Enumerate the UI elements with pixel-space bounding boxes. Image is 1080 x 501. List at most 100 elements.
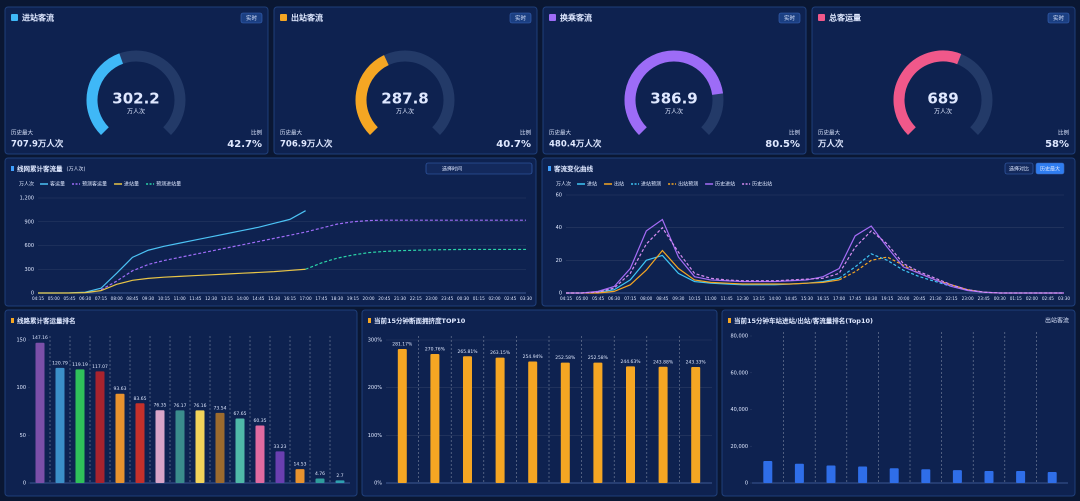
x-tick-label: 09:30 [672, 296, 684, 301]
max-value: 707.9万人次 [11, 139, 64, 150]
legend-label: 预测客运量 [82, 181, 107, 188]
button[interactable] [1035, 162, 1065, 175]
y-tick-label: 20 [556, 258, 562, 264]
legend-label: 历史进站 [715, 181, 735, 188]
bar [295, 469, 305, 483]
x-tick-label: 11:00 [174, 296, 186, 301]
x-tick-label: 12:30 [205, 296, 217, 301]
ratio-value: 40.7% [496, 139, 531, 150]
title-marker [11, 166, 14, 171]
bar [763, 460, 773, 483]
button-label[interactable]: 选择时间 [442, 165, 462, 172]
x-tick-label: 08:00 [111, 296, 123, 301]
x-tick-label: 01:15 [1010, 296, 1022, 301]
x-tick-label: 07:15 [95, 296, 107, 301]
button[interactable] [1004, 162, 1034, 175]
gauge-fill [355, 55, 389, 135]
y-tick-label: 80,000 [731, 334, 749, 340]
legend-label: 历史出站 [752, 181, 772, 188]
badge [240, 12, 263, 24]
bar [921, 469, 931, 483]
x-tick-label: 04:15 [32, 296, 44, 301]
bar [75, 369, 85, 483]
panel [4, 309, 358, 497]
x-tick-label: 18:30 [331, 296, 343, 301]
panel [541, 157, 1076, 307]
x-tick-label: 13:15 [221, 296, 233, 301]
x-tick-label: 21:30 [929, 296, 941, 301]
x-tick-label: 14:45 [785, 296, 797, 301]
ratio-title: 比例 [1058, 129, 1070, 137]
data-label: 76.16 [194, 403, 207, 409]
y-tick-label: 0 [745, 481, 748, 487]
panel [811, 6, 1076, 155]
x-tick-label: 23:45 [978, 296, 990, 301]
series-line [566, 226, 1064, 294]
x-tick-label: 08:45 [656, 296, 668, 301]
legend-label: 出站 [614, 181, 624, 188]
x-tick-label: 00:30 [457, 296, 469, 301]
y-tick-label: 60 [556, 193, 562, 199]
card-title: 总客运量 [829, 13, 861, 23]
bar [889, 468, 899, 483]
legend-label: 进站量 [124, 181, 139, 188]
x-tick-label: 11:45 [721, 296, 733, 301]
data-label: 93.63 [114, 386, 127, 392]
data-label: 281.17% [392, 341, 413, 347]
title-marker [728, 318, 731, 323]
y-tick-label: 50 [20, 433, 26, 439]
x-tick-label: 11:45 [189, 296, 201, 301]
data-label: 60.35 [254, 418, 267, 424]
bar [335, 480, 345, 483]
gauge-unit: 万人次 [127, 108, 145, 116]
gauge-unit: 万人次 [934, 108, 952, 116]
gauge-value: 689 [927, 90, 958, 108]
legend-label: 出站预测 [678, 181, 698, 188]
bar [495, 357, 505, 483]
bar [235, 418, 245, 483]
bar [115, 393, 125, 483]
button-label[interactable]: 选择对比 [1009, 165, 1029, 172]
bar [984, 471, 994, 483]
x-tick-label: 17:45 [849, 296, 861, 301]
x-tick-label: 02:45 [504, 296, 516, 301]
ratio-value: 80.5% [765, 139, 800, 150]
title-marker [280, 14, 287, 21]
x-tick-label: 20:00 [897, 296, 909, 301]
chart-subtitle: (万人次) [67, 166, 86, 173]
bar [95, 371, 105, 483]
button-label[interactable]: 历史最大 [1040, 165, 1060, 172]
y-tick-label: 0 [31, 291, 34, 297]
card-title: 进站客流 [22, 13, 54, 23]
x-tick-label: 03:30 [1058, 296, 1070, 301]
bar [528, 361, 538, 483]
data-label: 76.35 [154, 403, 167, 409]
data-label: 270.76% [425, 346, 446, 352]
bar [858, 466, 868, 483]
x-tick-label: 09:30 [142, 296, 154, 301]
bar [135, 403, 145, 483]
button[interactable] [425, 162, 533, 175]
badge [509, 12, 532, 24]
x-tick-label: 16:15 [284, 296, 296, 301]
data-label: 147.16 [32, 335, 48, 341]
bar [195, 410, 205, 483]
data-label: 254.94% [523, 354, 544, 360]
chart-title: 线路累计客运量排名 [17, 316, 76, 325]
x-tick-label: 05:00 [48, 296, 60, 301]
data-label: 76.17 [174, 403, 187, 409]
gauge-value: 287.8 [381, 90, 428, 108]
x-tick-label: 08:45 [126, 296, 138, 301]
x-tick-label: 20:45 [378, 296, 390, 301]
data-label: 119.19 [72, 362, 88, 368]
x-tick-label: 01:15 [473, 296, 485, 301]
bar [1047, 471, 1057, 483]
bar [593, 362, 603, 483]
data-label: 117.07 [92, 364, 108, 370]
panel [542, 6, 807, 155]
x-tick-label: 02:00 [1026, 296, 1038, 301]
y-tick-label: 300 [24, 267, 34, 273]
data-label: 33.23 [274, 444, 287, 450]
data-label: 14.53 [294, 462, 307, 468]
